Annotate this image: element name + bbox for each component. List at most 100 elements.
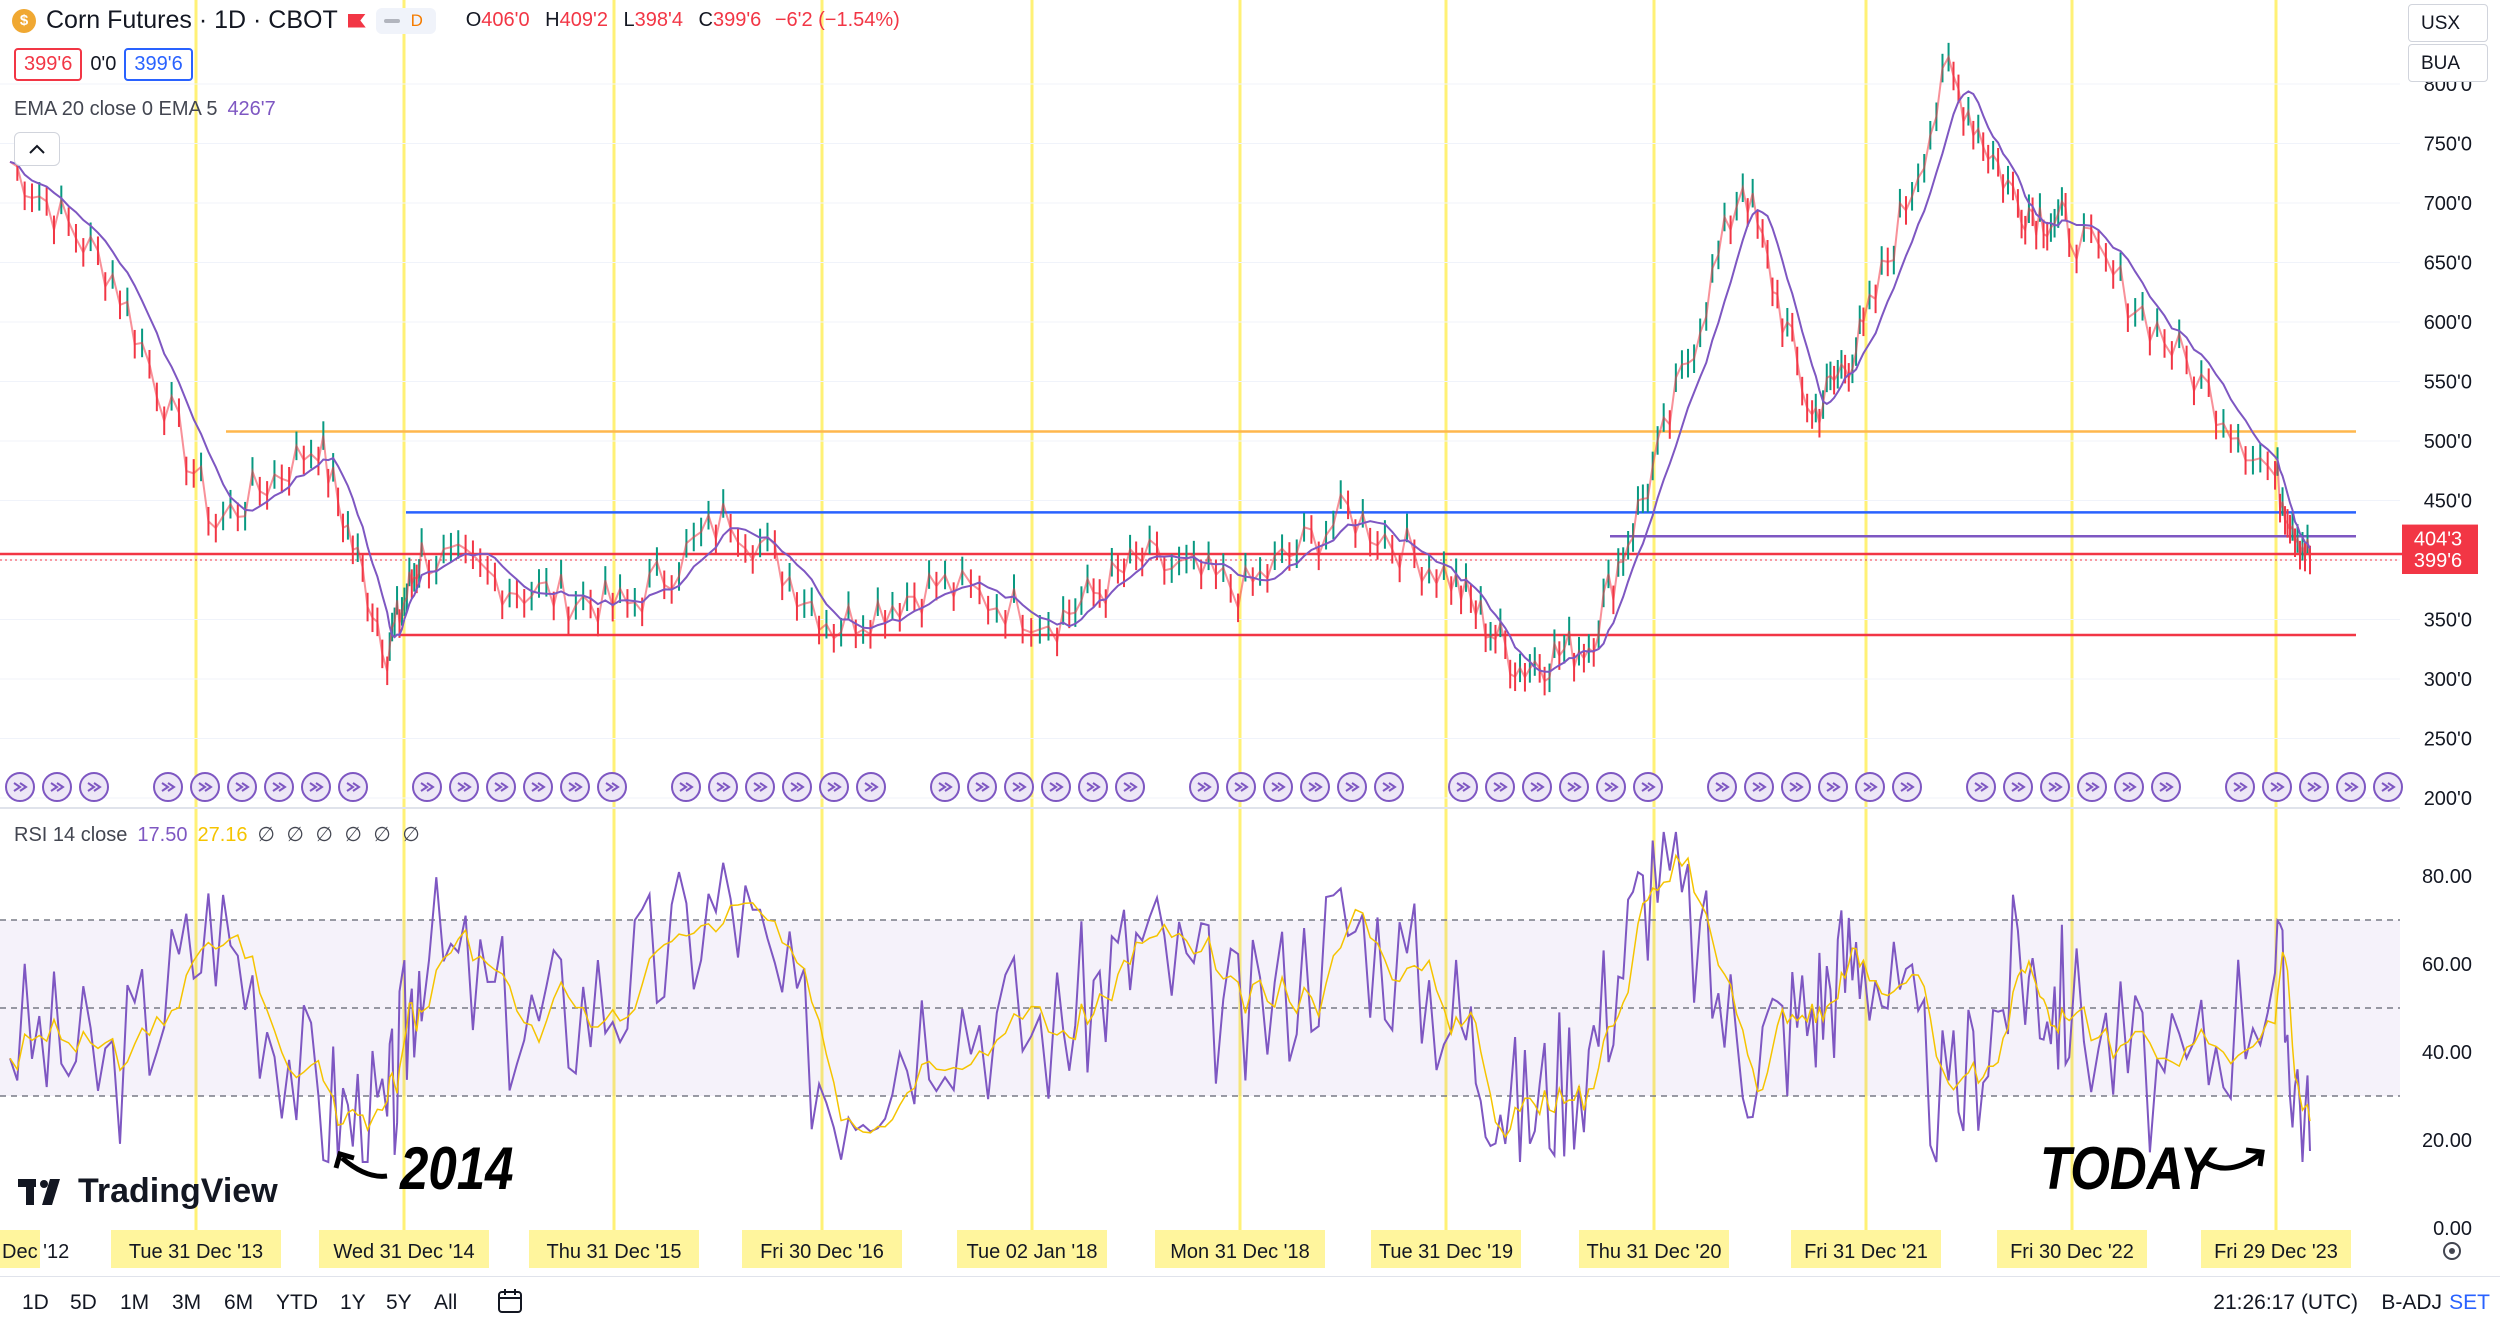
ema-legend[interactable]: EMA 20 close 0 EMA 5 426'7 [14, 98, 276, 121]
price-tick-label: 350'0 [2424, 610, 2472, 632]
time-label-highlight [1579, 1230, 1729, 1268]
rsi-ma-value: 27.16 [197, 824, 248, 846]
event-marker-icon [1633, 772, 1663, 802]
coin-icon: $ [12, 8, 36, 33]
time-label-highlight [0, 1230, 40, 1268]
rsi-legend[interactable]: RSI 14 close 17.50 27.16 ∅ ∅ ∅ ∅ ∅ ∅ [14, 822, 423, 847]
settings-gear-icon[interactable] [2437, 1236, 2467, 1266]
set-toggle[interactable]: SET [2449, 1291, 2490, 1314]
price-tick-label: 200'0 [2424, 788, 2472, 810]
event-marker-icon [708, 772, 738, 802]
event-marker-icon [1781, 772, 1811, 802]
chevron-up-icon [29, 144, 45, 154]
event-marker-icon [1892, 772, 1922, 802]
range-all[interactable]: All [434, 1291, 458, 1314]
event-marker-icon [1337, 772, 1367, 802]
annotation-today: TODAY [2040, 1134, 2214, 1203]
event-marker-icon [745, 772, 775, 802]
time-label-highlight [1997, 1230, 2147, 1268]
badj-toggle[interactable]: B-ADJ [2381, 1291, 2442, 1314]
event-marker-icon [1707, 772, 1737, 802]
event-marker-icon [2373, 772, 2403, 802]
event-marker-icon [264, 772, 294, 802]
price-tick-label: 450'0 [2424, 491, 2472, 513]
symbol-title[interactable]: Corn Futures · 1D · CBOT [46, 6, 338, 34]
range-1m[interactable]: 1M [120, 1291, 150, 1314]
h-label: H [545, 9, 560, 31]
event-marker-icon [153, 772, 183, 802]
toggle-label: D [410, 10, 423, 30]
event-marker-icon [1522, 772, 1552, 802]
arrow-right-icon [2203, 1147, 2265, 1171]
event-marker-icon [1263, 772, 1293, 802]
event-marker-icon [2040, 772, 2070, 802]
price-tick-label: 600'0 [2424, 312, 2472, 334]
bid-ask-row: 399'6 0'0 399'6 [14, 48, 193, 81]
flag-icon[interactable] [347, 13, 366, 28]
range-3m[interactable]: 3M [172, 1291, 202, 1314]
time-label-highlight [319, 1230, 489, 1268]
session-toggle[interactable]: D [375, 7, 436, 34]
event-marker-icon [1966, 772, 1996, 802]
range-1y[interactable]: 1Y [340, 1291, 366, 1314]
tradingview-logo[interactable]: TradingView [18, 1172, 278, 1211]
close-value: 399'6 [712, 9, 762, 31]
annotation-2014-text: 2014 [400, 1135, 514, 1202]
time-tick-label: Thu 31 Dec '20 [1586, 1241, 1721, 1263]
annotation-today-text: TODAY [2040, 1135, 2214, 1202]
event-marker-icon [301, 772, 331, 802]
grid [0, 83, 2400, 799]
event-marker-icon [560, 772, 590, 802]
event-marker-icon [227, 772, 257, 802]
bid-button[interactable]: 399'6 [14, 48, 83, 81]
rsi-tick-label: 60.00 [2422, 954, 2472, 976]
change-value: −6'2 (−1.54%) [774, 9, 900, 31]
rsi-label: RSI 14 close [14, 824, 128, 846]
currency-selector[interactable]: USX [2408, 4, 2488, 42]
annotation-2014: 2014 [400, 1134, 513, 1203]
time-tick-label: Fri 30 Dec '22 [2010, 1241, 2134, 1263]
price-axis: 800'0750'0700'0650'0600'0550'0500'0450'0… [2424, 74, 2472, 810]
ask-button[interactable]: 399'6 [124, 48, 193, 81]
range-6m[interactable]: 6M [224, 1291, 254, 1314]
price-tick-label: 250'0 [2424, 729, 2472, 751]
range-1d[interactable]: 1D [22, 1291, 49, 1314]
event-marker-icon [1189, 772, 1219, 802]
rsi-ma-line [9, 853, 2311, 1139]
o-label: O [465, 9, 482, 31]
event-marker-icon [1559, 772, 1589, 802]
high-value: 409'2 [559, 9, 608, 31]
time-axis: Dec '12 Tue 31 Dec '13 Wed 31 Dec '14 Thu 3… [0, 1230, 2351, 1268]
collapse-legend-button[interactable] [14, 132, 60, 166]
arrow-left-icon [333, 1150, 388, 1179]
event-marker-icon [2336, 772, 2366, 802]
time-label-highlight [1371, 1230, 1521, 1268]
unit-selector[interactable]: BUA [2408, 44, 2488, 82]
event-marker-icon [1744, 772, 1774, 802]
calendar-goto-icon[interactable] [496, 1287, 526, 1317]
chart-header: $ Corn Futures · 1D · CBOT D O406'0 H409… [12, 6, 900, 35]
clock-readout[interactable]: 21:26:17 (UTC) [2213, 1291, 2358, 1314]
price-tick-label: 650'0 [2424, 253, 2472, 275]
range-5d[interactable]: 5D [70, 1291, 97, 1314]
event-marker-icon [1115, 772, 1145, 802]
range-ytd[interactable]: YTD [276, 1291, 318, 1314]
event-marker-icon [1004, 772, 1034, 802]
price-badge-bg [2402, 546, 2478, 574]
range-5y[interactable]: 5Y [386, 1291, 412, 1314]
event-marker-icon [79, 772, 109, 802]
event-marker-icon [486, 772, 516, 802]
low-value: 398'4 [634, 9, 683, 31]
open-value: 406'0 [481, 9, 530, 31]
time-tick-label: Tue 02 Jan '18 [967, 1241, 1098, 1263]
event-marker-icon [190, 772, 220, 802]
event-marker-icon [1300, 772, 1330, 802]
rsi-tick-label: 40.00 [2422, 1042, 2472, 1064]
time-label-highlight [1791, 1230, 1941, 1268]
price-tick-label: 750'0 [2424, 134, 2472, 156]
event-marker-icon [597, 772, 627, 802]
price-tick-label: 700'0 [2424, 193, 2472, 215]
time-label-highlight [2201, 1230, 2351, 1268]
bottom-toolbar: 1D 5D 1M 3M 6M YTD 1Y 5Y All 21:26:17 (U… [0, 1276, 2500, 1331]
